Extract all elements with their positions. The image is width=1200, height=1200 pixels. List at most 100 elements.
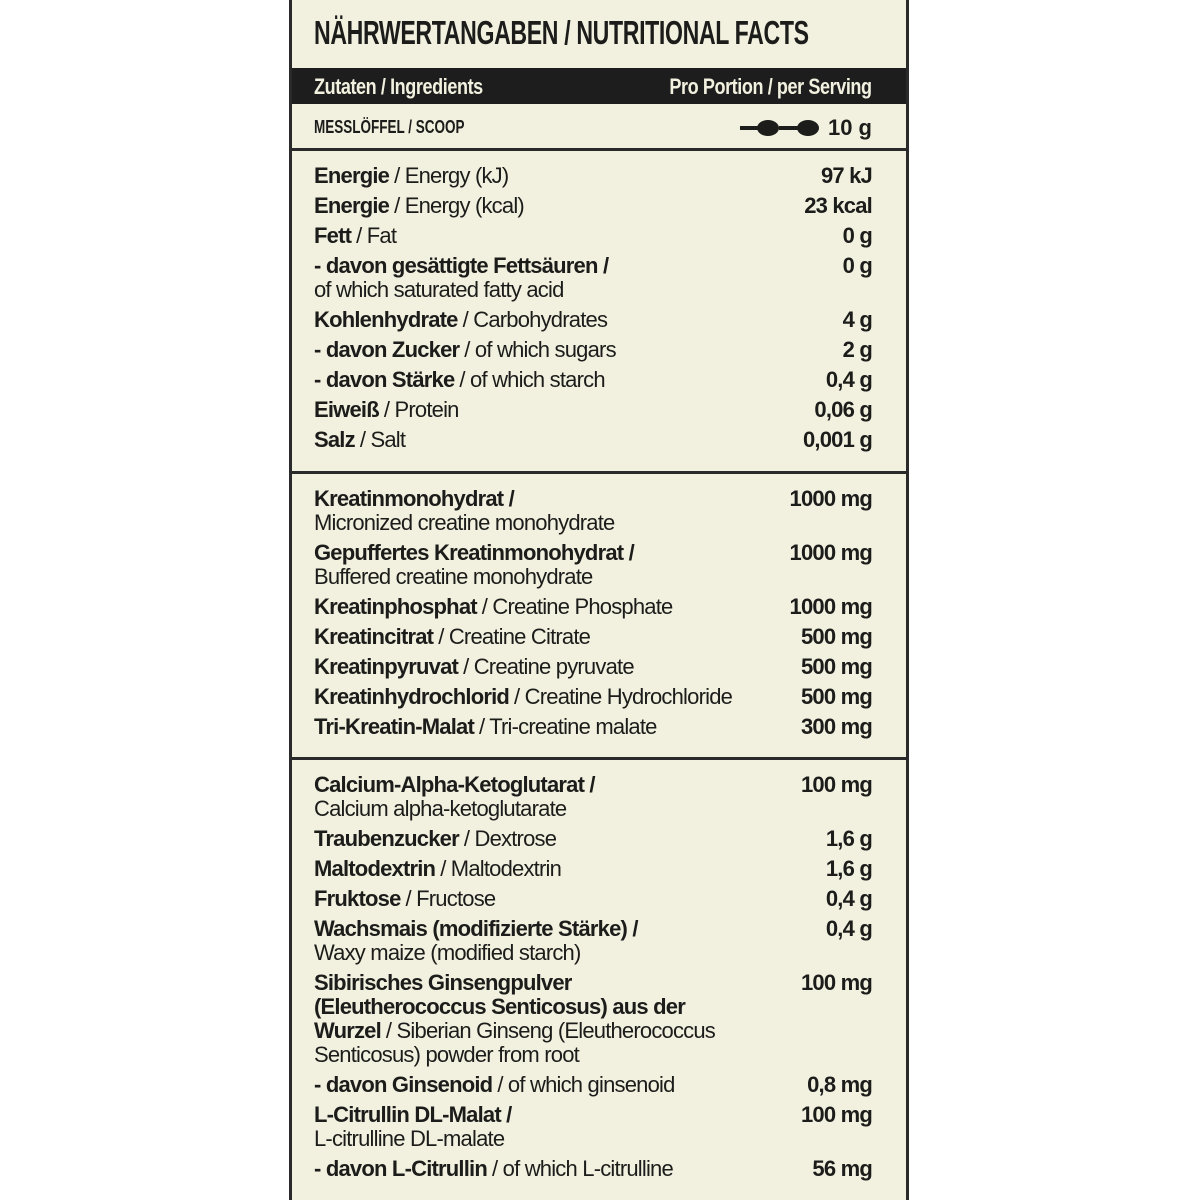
nutrition-label: NÄHRWERTANGABEN / NUTRITIONAL FACTS Zuta…: [289, 0, 909, 1200]
label-english: of which saturated fatty acid: [314, 277, 564, 302]
amount: 0,4 g: [825, 367, 873, 392]
label-line: Calcium alpha-ketoglutarate: [314, 797, 872, 821]
label-line: - davon Stärke / of which starch: [314, 368, 872, 392]
amount: 500 mg: [800, 684, 873, 709]
label-german: (Eleutherococcus Senticosus) aus der: [314, 994, 686, 1019]
label-english: Senticosus) powder from root: [314, 1042, 580, 1067]
nutrient-row: Traubenzucker / Dextrose 1,6 g: [292, 827, 906, 851]
label-german: - davon Ginsenoid: [314, 1072, 493, 1097]
label-german: - davon Stärke: [314, 367, 455, 392]
label-german: - davon Zucker: [314, 337, 460, 362]
label-german: Maltodextrin: [314, 856, 436, 881]
nutrient-row: Kreatincitrat / Creatine Citrate 500 mg: [292, 625, 906, 649]
label-line: Wachsmais (modifizierte Stärke) /: [314, 917, 872, 941]
label-line: Salz / Salt: [314, 428, 872, 452]
label-line: Micronized creatine monohydrate: [314, 511, 872, 535]
label-line: L-citrulline DL-malate: [314, 1127, 872, 1151]
label-line: Sibirisches Ginsengpulver: [314, 971, 872, 995]
label-english: Calcium alpha-ketoglutarate: [314, 796, 567, 821]
amount: 1,6 g: [825, 826, 873, 851]
label-line: - davon Ginsenoid / of which ginsenoid: [314, 1073, 872, 1097]
label-german: Kreatinhydrochlorid: [314, 684, 510, 709]
label-line: - davon gesättigte Fettsäuren /: [314, 254, 872, 278]
label-german: Traubenzucker: [314, 826, 460, 851]
nutrient-row: Kreatinphosphat / Creatine Phosphate 1000 …: [292, 595, 906, 619]
label-english: / Creatine Hydrochloride: [514, 684, 733, 709]
label-english: Buffered creatine monohydrate: [314, 564, 593, 589]
nutrient-row: - davon L-Citrullin / of which L-citrulli…: [292, 1157, 906, 1181]
label-german: Sibirisches Ginsengpulver: [314, 970, 572, 995]
nutrient-row: Energie / Energy (kcal) 23 kcal: [292, 194, 906, 218]
nutrient-row: Salz / Salt 0,001 g: [292, 428, 906, 452]
label-english: / Protein: [383, 397, 460, 422]
label-line: Eiweiß / Protein: [314, 398, 872, 422]
nutrient-row: Calcium-Alpha-Ketoglutarat / Calcium alph…: [292, 773, 906, 821]
ingredients-header: Zutaten / Ingredients: [314, 74, 483, 99]
amount: 23 kcal: [804, 193, 873, 218]
nutrient-row: Kohlenhydrate / Carbohydrates 4 g: [292, 308, 906, 332]
nutrient-row: Kreatinmonohydrat / Micronized creatine m…: [292, 487, 906, 535]
label-line: Kreatinphosphat / Creatine Phosphate: [314, 595, 872, 619]
label-english: Micronized creatine monohydrate: [314, 510, 615, 535]
label-line: Energie / Energy (kJ): [314, 164, 872, 188]
scoop-row: MESSLÖFFEL / SCOOP 10 g: [292, 106, 906, 151]
label-english: / Energy (kcal): [394, 193, 525, 218]
label-german: Kohlenhydrate: [314, 307, 458, 332]
amount: 1,6 g: [825, 856, 873, 881]
label-line: - davon Zucker / of which sugars: [314, 338, 872, 362]
label-english: / Creatine Phosphate: [481, 594, 674, 619]
section: Calcium-Alpha-Ketoglutarat / Calcium alph…: [292, 760, 906, 1200]
label-english: Waxy maize (modified starch): [314, 940, 581, 965]
amount: 4 g: [842, 307, 873, 332]
label-english: / of which ginsenoid: [497, 1072, 675, 1097]
label-line: (Eleutherococcus Senticosus) aus der: [314, 995, 872, 1019]
nutrient-row: Maltodextrin / Maltodextrin 1,6 g: [292, 857, 906, 881]
label-line: Kreatinmonohydrat /: [314, 487, 872, 511]
nutrient-row: Eiweiß / Protein 0,06 g: [292, 398, 906, 422]
label-english: / Dextrose: [463, 826, 557, 851]
nutrient-row: Energie / Energy (kJ) 97 kJ: [292, 164, 906, 188]
label-german: - davon gesättigte Fettsäuren /: [314, 253, 609, 278]
amount: 0,4 g: [825, 886, 873, 911]
label-english: L-citrulline DL-malate: [314, 1126, 505, 1151]
title: NÄHRWERTANGABEN / NUTRITIONAL FACTS: [314, 14, 809, 51]
amount: 300 mg: [800, 714, 873, 739]
label-line: of which saturated fatty acid: [314, 278, 872, 302]
label-english: / Carbohydrates: [462, 307, 608, 332]
nutrient-row: Kreatinpyruvat / Creatine pyruvate 500 mg: [292, 655, 906, 679]
label-line: Waxy maize (modified starch): [314, 941, 872, 965]
label-german: Kreatinpyruvat: [314, 654, 459, 679]
label-line: Calcium-Alpha-Ketoglutarat /: [314, 773, 872, 797]
label-german: Fett: [314, 223, 352, 248]
nutrient-row: Fruktose / Fructose 0,4 g: [292, 887, 906, 911]
label-line: Buffered creatine monohydrate: [314, 565, 872, 589]
amount: 500 mg: [800, 654, 873, 679]
nutrient-row: L-Citrullin DL-Malat / L-citrulline DL-ma…: [292, 1103, 906, 1151]
section: Kreatinmonohydrat / Micronized creatine m…: [292, 474, 906, 760]
label-line: Traubenzucker / Dextrose: [314, 827, 872, 851]
label-line: Gepuffertes Kreatinmonohydrat /: [314, 541, 872, 565]
label-english: / Fructose: [405, 886, 497, 911]
label-german: Tri-Kreatin-Malat: [314, 714, 475, 739]
amount: 0,4 g: [825, 916, 873, 941]
label-line: L-Citrullin DL-Malat /: [314, 1103, 872, 1127]
label-line: Fett / Fat: [314, 224, 872, 248]
nutrient-row: Wachsmais (modifizierte Stärke) / Waxy ma…: [292, 917, 906, 965]
serving-header: Pro Portion / per Serving: [669, 74, 873, 99]
amount: 97 kJ: [820, 163, 873, 188]
amount: 2 g: [842, 337, 873, 362]
amount: 100 mg: [800, 1102, 873, 1127]
label-german: Kreatincitrat: [314, 624, 434, 649]
nutrient-row: - davon Stärke / of which starch 0,4 g: [292, 368, 906, 392]
amount: 0,8 mg: [807, 1072, 873, 1097]
label-line: - davon L-Citrullin / of which L-citrulli…: [314, 1157, 872, 1181]
label-german: Fruktose: [314, 886, 401, 911]
nutrient-row: Gepuffertes Kreatinmonohydrat / Buffered …: [292, 541, 906, 589]
label-german: Kreatinmonohydrat /: [314, 486, 515, 511]
label-line: Kreatinhydrochlorid / Creatine Hydrochlor…: [314, 685, 872, 709]
label-english: / Fat: [356, 223, 397, 248]
nutrient-row: Sibirisches Ginsengpulver (Eleutherococcu…: [292, 971, 906, 1067]
label-german: Wurzel: [314, 1018, 382, 1043]
nutrient-row: - davon Zucker / of which sugars 2 g: [292, 338, 906, 362]
